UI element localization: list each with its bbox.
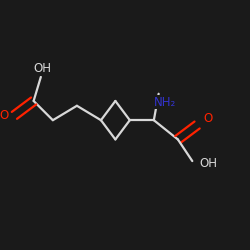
- Text: OH: OH: [33, 62, 51, 75]
- Text: OH: OH: [200, 157, 218, 170]
- Text: NH₂: NH₂: [154, 96, 176, 109]
- Text: O: O: [203, 112, 212, 126]
- Text: O: O: [0, 109, 8, 122]
